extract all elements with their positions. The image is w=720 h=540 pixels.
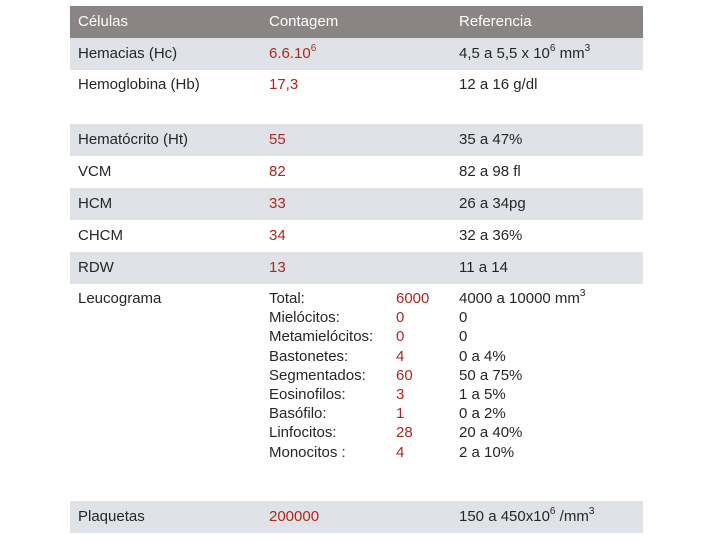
table-row-hemoglobina: Hemoglobina (Hb) 17,3 12 a 16 g/dl — [70, 70, 643, 124]
row-reference: 35 a 47% — [459, 131, 523, 148]
leuco-value: 6000 — [396, 290, 430, 307]
leuco-ref: 1 a 5% — [459, 385, 506, 403]
table-header-row: Células Contagem Referencia — [70, 6, 643, 38]
leuco-label: Segmentados: — [269, 366, 366, 384]
row-reference: 4,5 a 5,5 x 106 mm3 — [459, 43, 591, 63]
leuco-label: Eosinofilos: — [269, 385, 346, 403]
row-value: 55 — [269, 131, 286, 148]
leuco-label: Mielócitos: — [269, 309, 340, 327]
leuco-label: Basófilo: — [269, 405, 327, 423]
row-label: RDW — [78, 259, 114, 276]
leuco-value: 4 — [396, 443, 405, 461]
row-label: CHCM — [78, 227, 123, 244]
header-count: Contagem — [269, 13, 339, 30]
row-label: Hemoglobina (Hb) — [78, 76, 200, 93]
leucograma-values: 6000 0 0 4 60 3 1 28 4 — [396, 289, 429, 462]
row-value: 200000 — [269, 508, 320, 525]
row-label: Plaquetas — [78, 508, 145, 525]
leuco-value: 28 — [396, 424, 413, 442]
leuco-label: Metamielócitos: — [269, 328, 374, 346]
table-row-chcm: CHCM 34 32 a 36% — [70, 220, 643, 252]
table-row-hematocrito: Hematócrito (Ht) 55 35 a 47% — [70, 124, 643, 156]
row-reference: 32 a 36% — [459, 227, 523, 244]
leuco-value: 0 — [396, 309, 405, 327]
row-label: HCM — [78, 195, 113, 212]
header-cells: Células — [78, 13, 129, 30]
row-value: 13 — [269, 259, 286, 276]
leuco-label: Total: — [269, 290, 305, 307]
blood-test-table: Células Contagem Referencia Hemacias (Hc… — [70, 6, 643, 533]
header-reference: Referencia — [459, 13, 532, 30]
table-row-rdw: RDW 13 11 a 14 — [70, 252, 643, 284]
row-label: VCM — [78, 163, 112, 180]
leuco-ref: 20 a 40% — [459, 424, 523, 442]
row-reference: 26 a 34pg — [459, 195, 526, 212]
row-label: Leucograma — [78, 290, 162, 307]
row-reference: 150 a 450x106 /mm3 — [459, 506, 595, 526]
leuco-value: 60 — [396, 366, 413, 384]
leuco-ref: 0 — [459, 309, 468, 327]
row-reference: 11 a 14 — [459, 259, 508, 276]
leuco-ref: 4000 a 10000 mm3 — [459, 288, 586, 308]
leuco-label: Monocitos : — [269, 443, 346, 461]
table-row-plaquetas: Plaquetas 200000 150 a 450x106 /mm3 — [70, 501, 643, 533]
leuco-ref: 0 — [459, 328, 468, 346]
row-label: Hematócrito (Ht) — [78, 131, 189, 148]
leuco-value: 1 — [396, 405, 405, 423]
row-reference: 82 a 98 fl — [459, 163, 521, 180]
leuco-value: 3 — [396, 385, 405, 403]
row-value: 6.6.106 — [269, 43, 317, 63]
leuco-label: Bastonetes: — [269, 347, 349, 365]
leucograma-references: 4000 a 10000 mm3 0 0 0 a 4% 50 a 75% 1 a… — [459, 289, 585, 462]
row-value: 17,3 — [269, 76, 299, 93]
leuco-value: 4 — [396, 347, 405, 365]
leuco-ref: 50 a 75% — [459, 366, 523, 384]
row-reference: 12 a 16 g/dl — [459, 76, 538, 93]
table-row-leucograma: Leucograma Total: Mielócitos: Metamielóc… — [70, 284, 643, 501]
table-row-hcm: HCM 33 26 a 34pg — [70, 188, 643, 220]
leuco-label: Linfocitos: — [269, 424, 337, 442]
leuco-ref: 0 a 4% — [459, 347, 506, 365]
table-row-hemacias: Hemacias (Hc) 6.6.106 4,5 a 5,5 x 106 mm… — [70, 38, 643, 70]
row-value: 33 — [269, 195, 286, 212]
row-value: 34 — [269, 227, 286, 244]
leuco-ref: 2 a 10% — [459, 443, 515, 461]
leucograma-labels: Total: Mielócitos: Metamielócitos: Basto… — [269, 289, 373, 462]
table-row-vcm: VCM 82 82 a 98 fl — [70, 156, 643, 188]
leuco-ref: 0 a 2% — [459, 405, 506, 423]
row-label: Hemacias (Hc) — [78, 45, 178, 62]
leuco-value: 0 — [396, 328, 405, 346]
row-value: 82 — [269, 163, 286, 180]
